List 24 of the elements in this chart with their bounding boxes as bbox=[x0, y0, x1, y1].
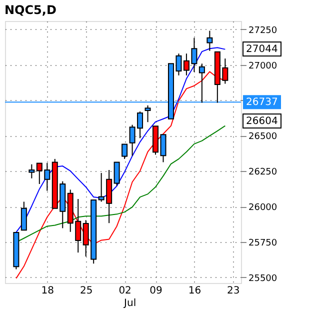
text: 27044 bbox=[246, 44, 278, 55]
text: Jul bbox=[123, 298, 136, 309]
x-tick-label: 18 bbox=[41, 286, 54, 296]
chart-title: NQC5,D bbox=[4, 3, 56, 17]
y-tick-label: 26500 bbox=[248, 132, 278, 142]
y-tick-label: 26250 bbox=[248, 168, 278, 178]
candlestick bbox=[144, 104, 151, 123]
x-tick-label: 25 bbox=[80, 286, 93, 296]
ref-line-label: 26737 bbox=[246, 97, 278, 108]
text: 26604 bbox=[246, 116, 278, 127]
candlestick bbox=[206, 30, 213, 52]
y-tick-label: 27000 bbox=[248, 61, 278, 72]
candlestick bbox=[122, 144, 128, 160]
x-tick-label: 09 bbox=[150, 286, 162, 296]
x-tick-label: 02 bbox=[118, 286, 132, 296]
candlestick bbox=[114, 162, 120, 186]
y-tick-label: 26000 bbox=[248, 203, 278, 214]
candlestick bbox=[20, 201, 27, 231]
x-tick-label: 23 bbox=[227, 286, 240, 296]
y-tick-label: 27250 bbox=[248, 26, 278, 36]
y-tick-label: 25750 bbox=[248, 238, 278, 248]
x-tick-label: 16 bbox=[188, 286, 202, 296]
y-tick-label: 25500 bbox=[248, 274, 278, 284]
candlestick bbox=[28, 164, 35, 179]
